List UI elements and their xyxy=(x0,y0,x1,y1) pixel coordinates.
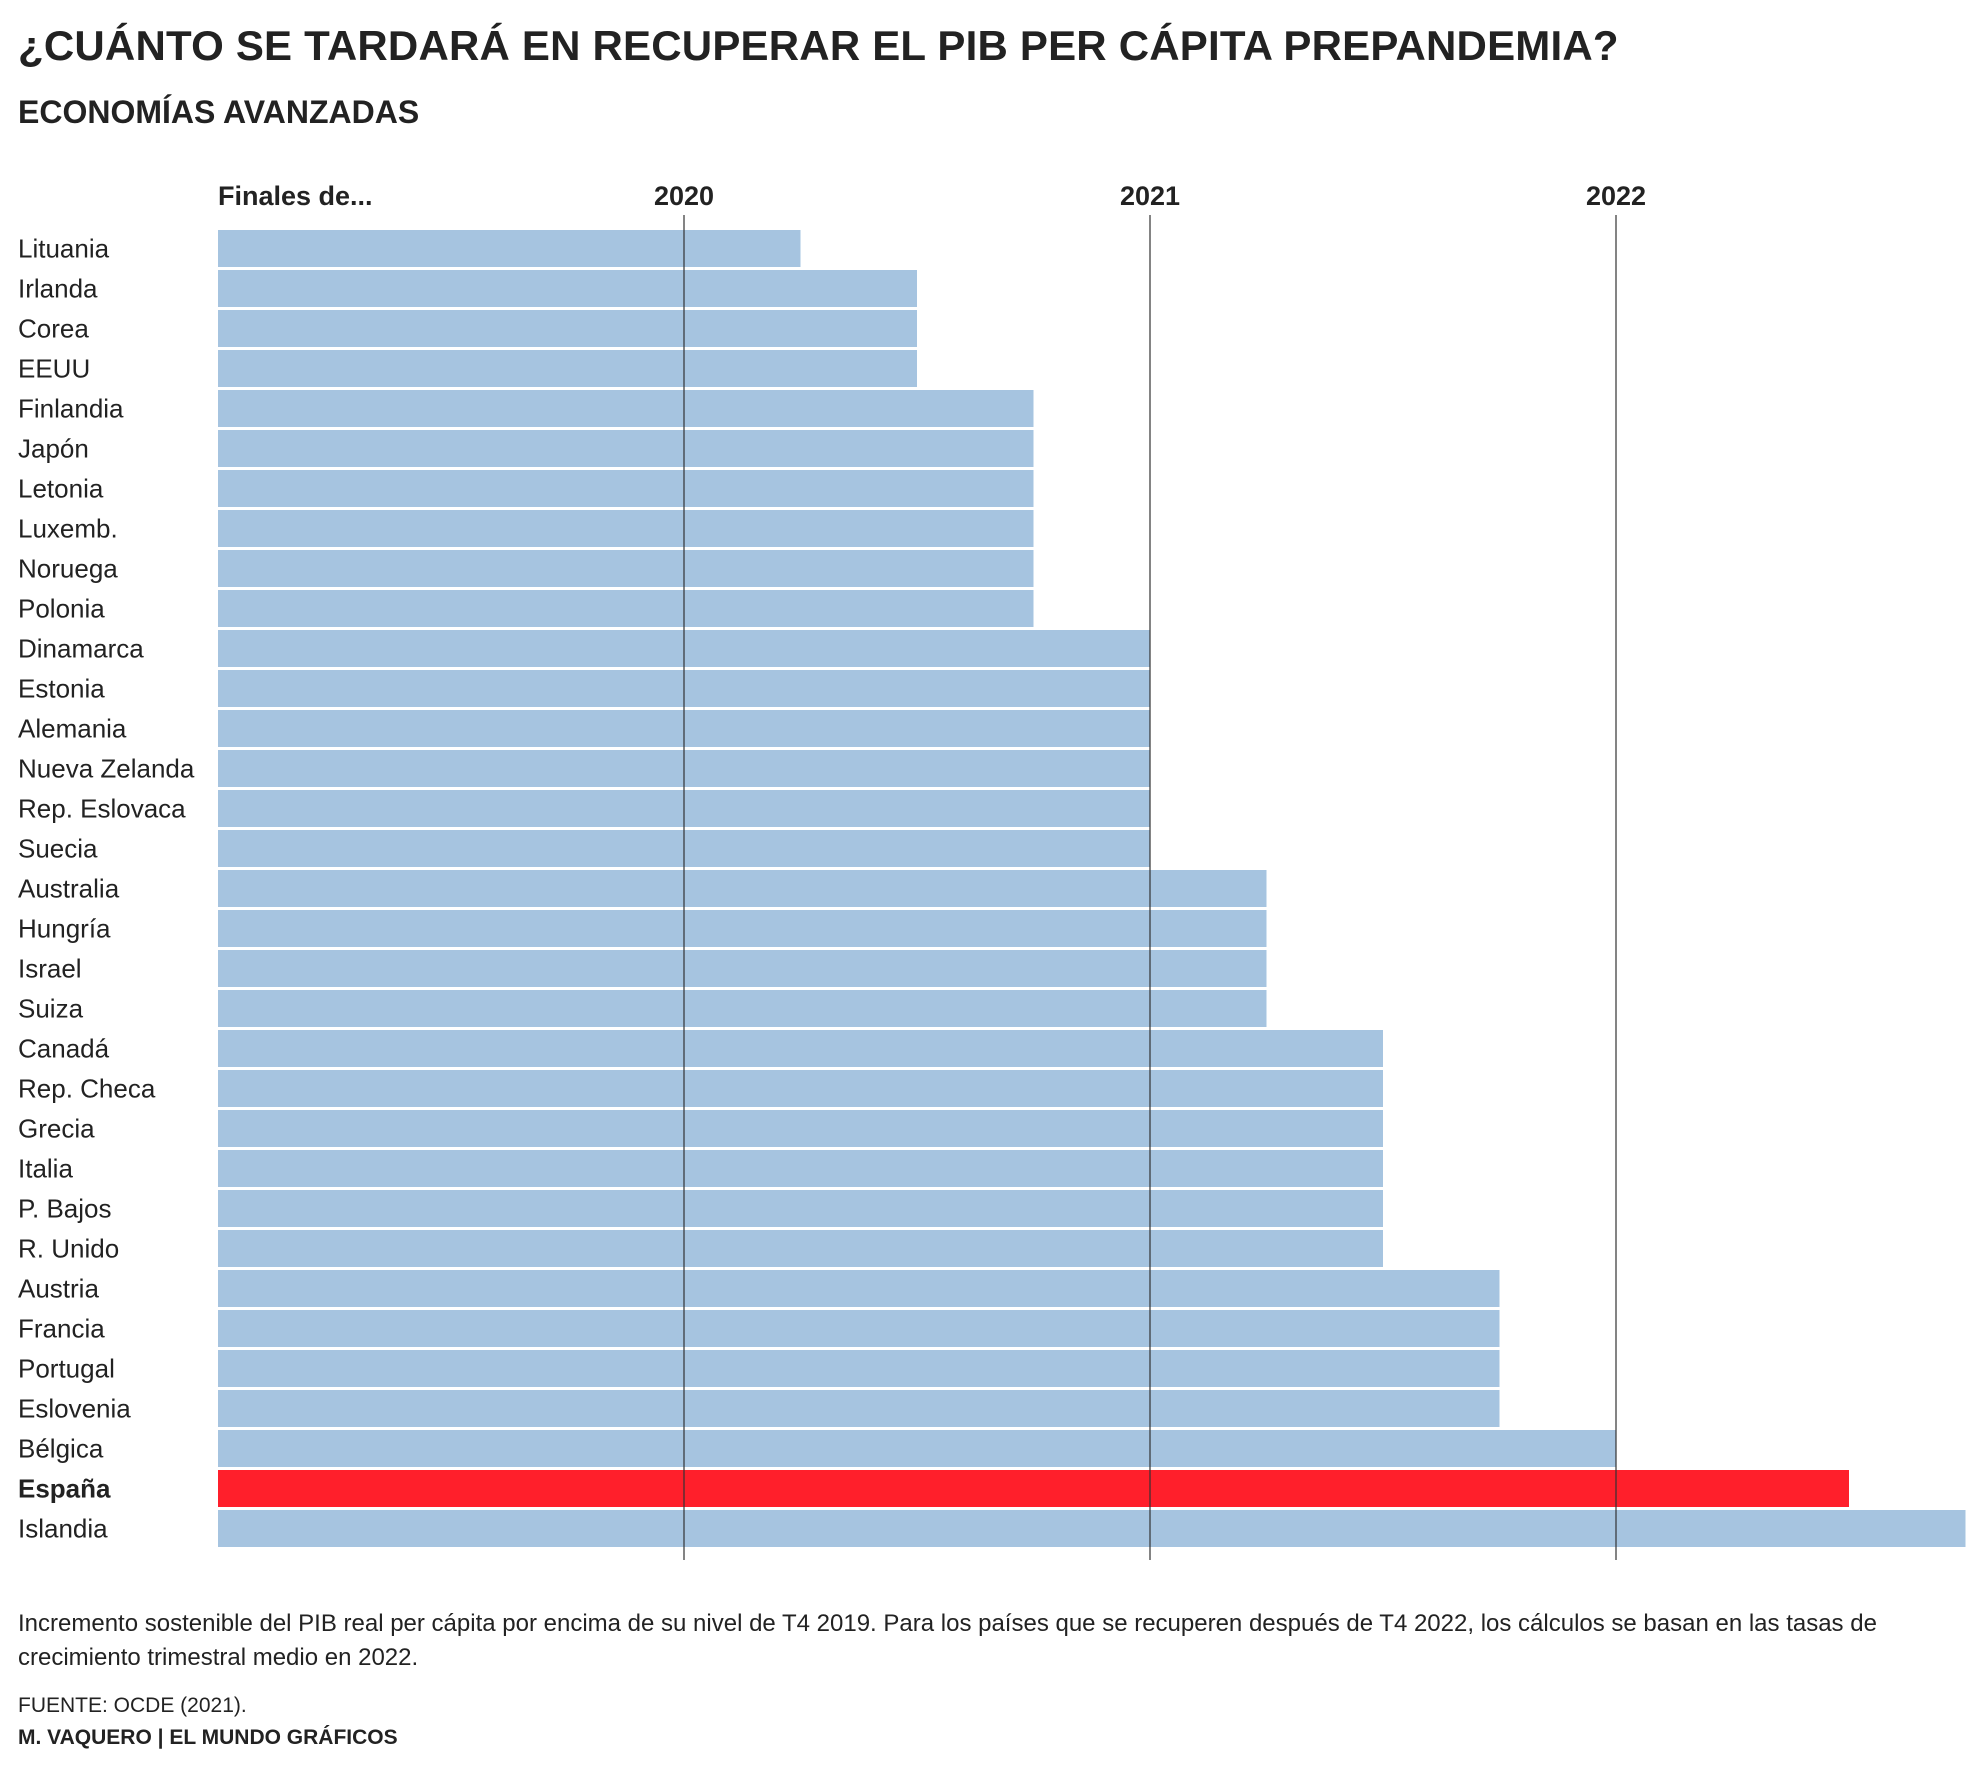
bar xyxy=(218,470,1034,507)
x-tick-label: 2020 xyxy=(654,181,714,211)
bar xyxy=(218,1310,1500,1347)
bar xyxy=(218,1390,1500,1427)
bar xyxy=(218,1030,1383,1067)
category-label: R. Unido xyxy=(18,1234,119,1264)
x-tick-label: 2021 xyxy=(1120,181,1180,211)
bar xyxy=(218,1110,1383,1147)
category-label: Bélgica xyxy=(18,1434,104,1464)
category-label: Italia xyxy=(18,1154,73,1184)
category-label: Luxemb. xyxy=(18,514,118,544)
category-label: Estonia xyxy=(18,674,105,704)
category-label: Suiza xyxy=(18,994,84,1024)
bar xyxy=(218,430,1034,467)
category-label: Rep. Checa xyxy=(18,1074,156,1104)
category-label: Austria xyxy=(18,1274,99,1304)
category-label: Francia xyxy=(18,1314,105,1344)
bar xyxy=(218,910,1267,947)
category-label: Hungría xyxy=(18,914,111,944)
credit-text: M. VAQUERO | EL MUNDO GRÁFICOS xyxy=(18,1726,398,1749)
category-label: Finlandia xyxy=(18,394,124,424)
category-label: Irlanda xyxy=(18,274,98,304)
bar xyxy=(218,1470,1849,1507)
category-label: Grecia xyxy=(18,1114,95,1144)
bar xyxy=(218,1430,1616,1467)
chart-subtitle: ECONOMÍAS AVANZADAS xyxy=(18,94,420,130)
bar xyxy=(218,270,917,307)
category-label: Australia xyxy=(18,874,120,904)
category-label: Rep. Eslovaca xyxy=(18,794,186,824)
bar xyxy=(218,1230,1383,1267)
bar xyxy=(218,1510,1966,1547)
category-label: Dinamarca xyxy=(18,634,144,664)
category-label: España xyxy=(18,1474,111,1504)
category-label: P. Bajos xyxy=(18,1194,111,1224)
bar xyxy=(218,950,1267,987)
category-label: Israel xyxy=(18,954,82,984)
bar xyxy=(218,1070,1383,1107)
bar xyxy=(218,870,1267,907)
bar xyxy=(218,230,801,267)
chart-note: Incremento sostenible del PIB real per c… xyxy=(18,1610,1877,1671)
chart-title: ¿CUÁNTO SE TARDARÁ EN RECUPERAR EL PIB P… xyxy=(18,22,1619,69)
bar xyxy=(218,1150,1383,1187)
bar xyxy=(218,390,1034,427)
category-label: Japón xyxy=(18,434,89,464)
category-label: Islandia xyxy=(18,1514,108,1544)
x-tick-label: 2022 xyxy=(1586,181,1646,211)
bar xyxy=(218,990,1267,1027)
category-label: Lituania xyxy=(18,234,110,264)
category-label: Eslovenia xyxy=(18,1394,131,1424)
bar xyxy=(218,590,1034,627)
bar xyxy=(218,1270,1500,1307)
bar xyxy=(218,310,917,347)
category-label: Suecia xyxy=(18,834,98,864)
category-label: Nueva Zelanda xyxy=(18,754,195,784)
category-label: Alemania xyxy=(18,714,127,744)
bar-chart: Finales de... Lituania Irlanda Corea EEUU Fin… xyxy=(18,181,1966,1560)
category-label: Noruega xyxy=(18,554,118,584)
category-label: Canadá xyxy=(18,1034,110,1064)
category-label: Portugal xyxy=(18,1354,115,1384)
bar xyxy=(218,1350,1500,1387)
category-label: EEUU xyxy=(18,354,90,384)
bar xyxy=(218,550,1034,587)
source-text: FUENTE: OCDE (2021). xyxy=(18,1694,247,1717)
bar xyxy=(218,1190,1383,1227)
category-label: Letonia xyxy=(18,474,104,504)
category-label: Polonia xyxy=(18,594,105,624)
bar xyxy=(218,510,1034,547)
bar xyxy=(218,350,917,387)
category-label: Corea xyxy=(18,314,89,344)
axis-header: Finales de... xyxy=(218,181,373,211)
